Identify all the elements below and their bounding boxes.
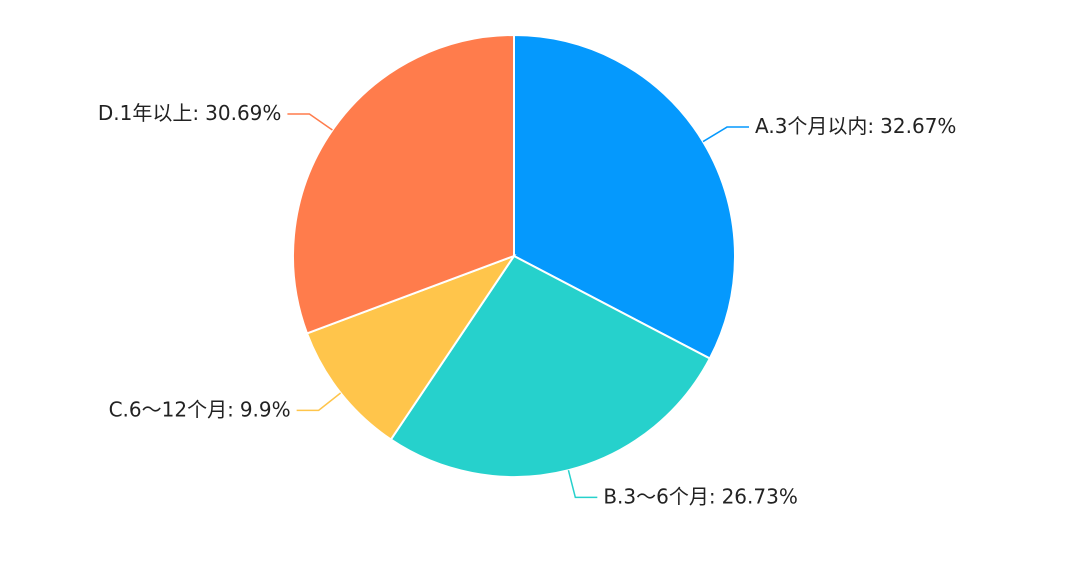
category-label: A.3个月以内:	[755, 114, 874, 138]
pie-slice	[292, 33, 515, 335]
value-label: 26.73%	[722, 484, 798, 508]
leader-line	[567, 470, 598, 499]
data-label: A.3个月以内: 32.67%	[755, 114, 956, 138]
value-label: 9.9%	[240, 397, 291, 421]
category-label: C.6～12个月:	[109, 397, 234, 421]
leader-line	[287, 113, 333, 131]
data-label: B.3～6个月: 26.73%	[603, 484, 798, 508]
value-label: 30.69%	[205, 101, 281, 125]
leader-line	[702, 126, 750, 143]
pie-slice	[513, 33, 736, 360]
leader-line	[296, 392, 342, 412]
value-label: 32.67%	[880, 114, 956, 138]
category-label: B.3～6个月:	[603, 484, 715, 508]
data-label: D.1年以上: 30.69%	[98, 101, 282, 125]
data-label: C.6～12个月: 9.9%	[109, 397, 291, 421]
category-label: D.1年以上:	[98, 101, 199, 125]
